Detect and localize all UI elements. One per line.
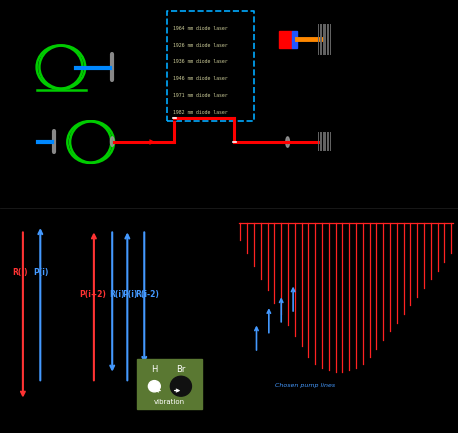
Ellipse shape xyxy=(286,137,289,147)
Text: Chosen pump lines: Chosen pump lines xyxy=(274,382,335,388)
Bar xyxy=(292,31,297,48)
Text: R(i-2): R(i-2) xyxy=(135,290,159,299)
Text: Br: Br xyxy=(176,365,185,374)
Ellipse shape xyxy=(110,137,114,146)
Text: 1936 nm diode laser: 1936 nm diode laser xyxy=(173,59,227,65)
Text: R(i): R(i) xyxy=(12,268,28,277)
Circle shape xyxy=(170,376,191,396)
Bar xyxy=(137,359,202,409)
Text: R(i): R(i) xyxy=(109,290,125,299)
Text: 1946 nm diode laser: 1946 nm diode laser xyxy=(173,76,227,81)
Text: 1964 nm diode laser: 1964 nm diode laser xyxy=(173,26,227,31)
Text: 1971 nm diode laser: 1971 nm diode laser xyxy=(173,93,227,98)
Text: 1926 nm diode laser: 1926 nm diode laser xyxy=(173,42,227,48)
Text: P(i): P(i) xyxy=(123,290,138,299)
Text: P(i): P(i) xyxy=(33,268,49,277)
Text: vibration: vibration xyxy=(154,399,185,405)
Bar xyxy=(279,31,292,48)
Text: P(i+2): P(i+2) xyxy=(80,290,107,299)
Circle shape xyxy=(148,381,160,392)
Text: 1982 nm diode laser: 1982 nm diode laser xyxy=(173,110,227,115)
Text: H: H xyxy=(151,365,158,374)
